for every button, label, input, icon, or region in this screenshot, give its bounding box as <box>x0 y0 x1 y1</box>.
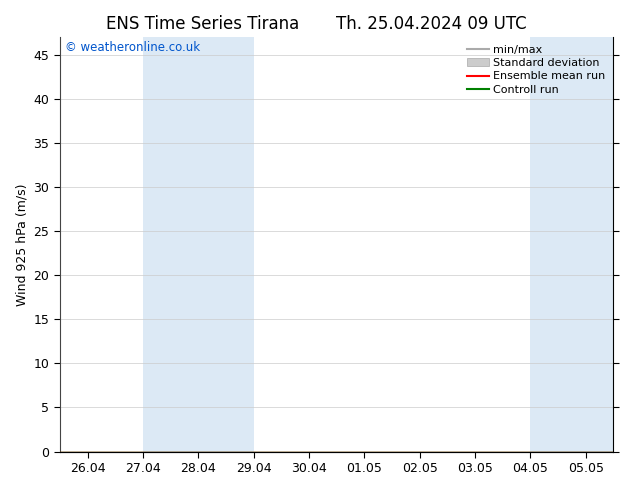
Bar <box>531 37 634 452</box>
Legend: min/max, Standard deviation, Ensemble mean run, Controll run: min/max, Standard deviation, Ensemble me… <box>465 43 608 97</box>
Text: © weatheronline.co.uk: © weatheronline.co.uk <box>65 41 200 54</box>
Text: Th. 25.04.2024 09 UTC: Th. 25.04.2024 09 UTC <box>336 15 526 33</box>
Bar <box>143 37 254 452</box>
Y-axis label: Wind 925 hPa (m/s): Wind 925 hPa (m/s) <box>15 183 28 306</box>
Text: ENS Time Series Tirana: ENS Time Series Tirana <box>107 15 299 33</box>
